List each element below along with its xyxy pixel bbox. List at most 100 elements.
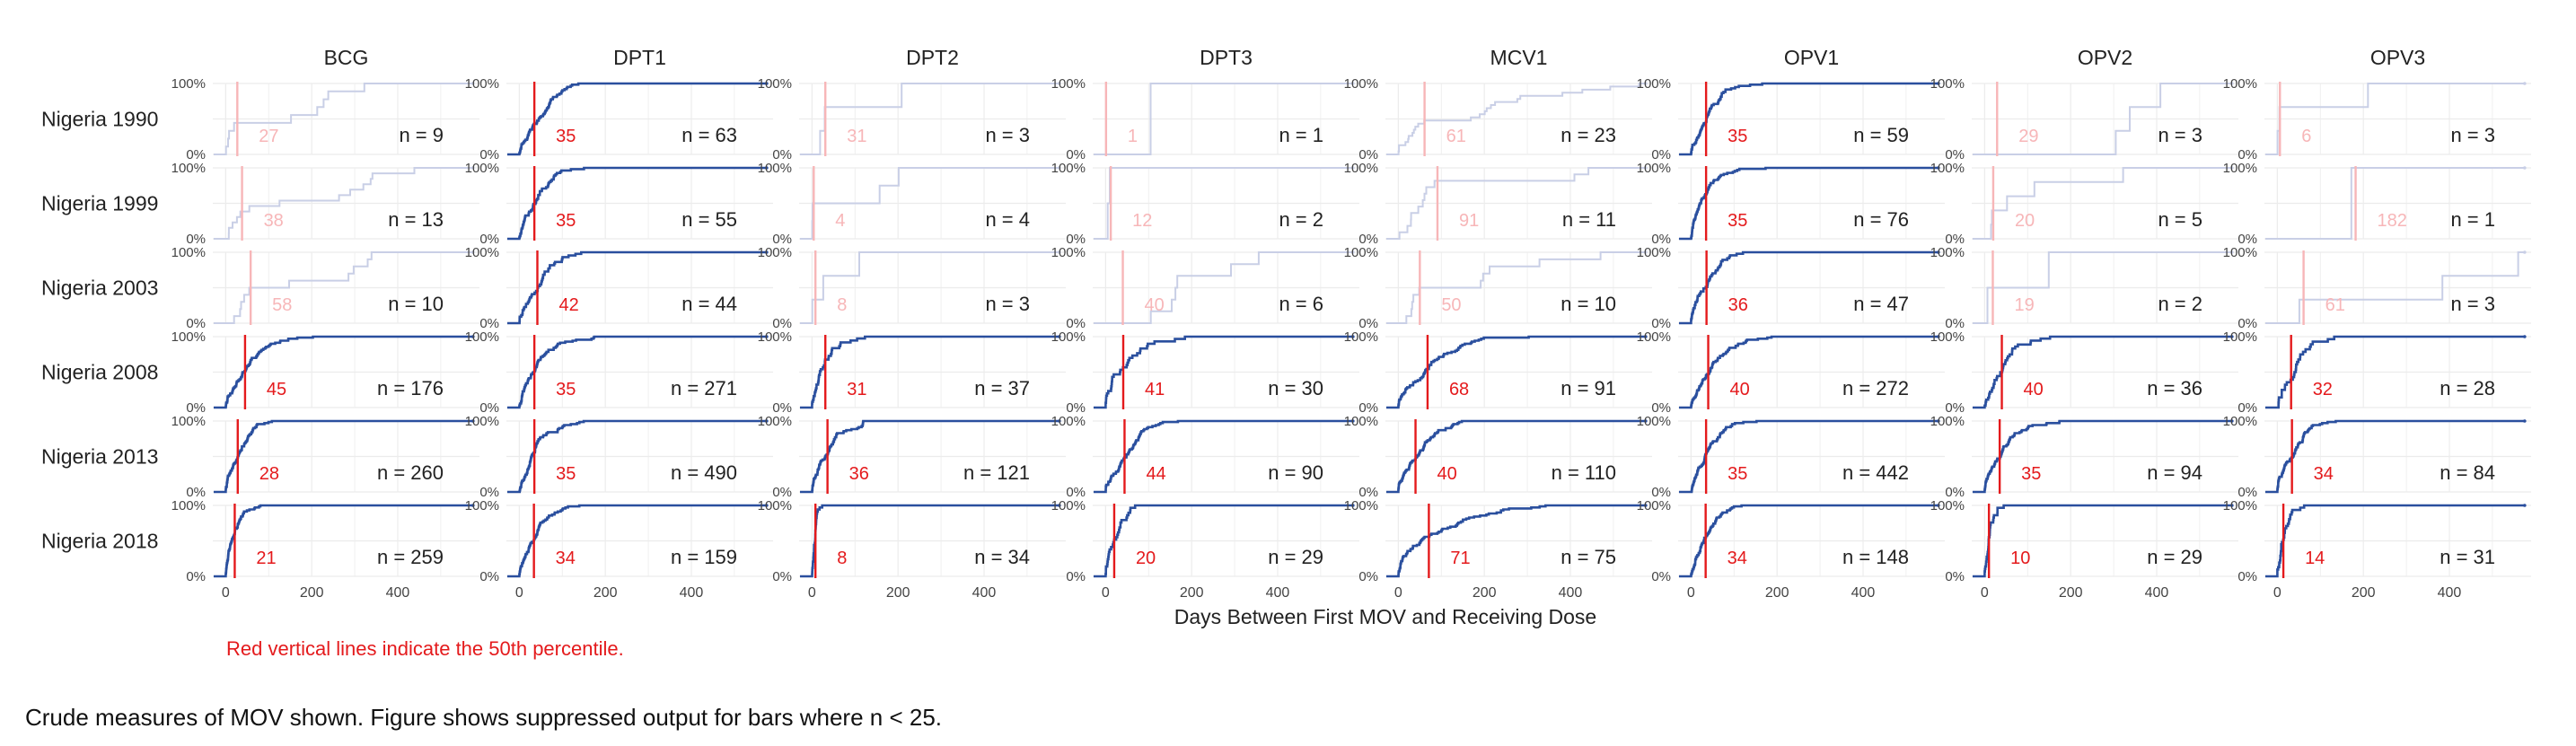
median-label: 8 [837,549,847,568]
panel-bcg-1999: 0% 100% 38 n = 13 [171,161,479,247]
y-tick-label: 0% [479,316,499,331]
y-tick-label: 100% [1344,76,1378,92]
median-label: 28 [259,464,279,484]
y-tick-label: 100% [1637,161,1671,176]
median-label: 42 [558,295,578,315]
y-tick-label: 0% [1066,316,1086,331]
median-label: 32 [2313,380,2333,399]
n-label: n = 34 [974,546,1030,568]
panel-dpt3-2018: 0% 100% 0 200 400 20 n = 29 [1051,498,1359,601]
n-label: n = 30 [1268,377,1323,399]
y-tick-label: 0% [1651,232,1671,247]
y-tick-label: 100% [1637,329,1671,345]
vaccine-title-opv1: OPV1 [1784,46,1839,69]
panel-dpt2-1990: 0% 100% 31 n = 3 [758,76,1066,162]
cdf-end-point [765,419,769,423]
cdf-line [1094,419,1353,494]
median-label: 8 [837,295,847,315]
panel-mcv1-2013: 0% 100% 40 n = 110 [1344,414,1652,500]
cdf-end-point [1644,250,1648,254]
median-label: 21 [256,549,276,568]
cdf-line [800,419,1059,494]
y-tick-label: 0% [1651,316,1671,331]
cdf-end-point [2523,166,2527,170]
n-label: n = 3 [2450,124,2495,146]
n-label: n = 3 [2450,293,2495,315]
cdf-line [214,251,473,324]
median-label: 20 [2015,211,2035,231]
y-tick-label: 0% [479,400,499,416]
panel-dpt3-2013: 0% 100% 44 n = 90 [1051,414,1359,500]
panel-bcg-2003: 0% 100% 58 n = 10 [171,245,479,331]
n-label: n = 1 [1279,124,1323,146]
median-label: 40 [1145,295,1165,315]
n-label: n = 47 [1853,293,1909,315]
y-tick-label: 100% [171,76,206,92]
n-label: n = 75 [1561,546,1616,568]
y-tick-label: 0% [1651,400,1671,416]
cdf-end-point [1351,419,1355,423]
cdf-line [1094,251,1353,324]
panel-dpt2-2008: 0% 100% 31 n = 37 [758,329,1066,416]
median-label: 45 [267,380,286,399]
cdf-end-point [1351,250,1355,254]
n-label: n = 259 [377,546,444,568]
median-label: 50 [1441,295,1461,315]
y-tick-label: 100% [1344,498,1378,513]
survey-label-2018: Nigeria 2018 [41,530,158,553]
cdf-end-point [1644,419,1648,423]
vaccine-titles: BCG DPT1 DPT2 DPT3 MCV1 OPV1 OPV2 OPV3 [324,46,2426,69]
cdf-end-point [471,82,475,85]
y-tick-label: 100% [171,161,206,176]
vaccine-title-bcg: BCG [324,46,369,69]
y-tick-label: 0% [1945,485,1965,500]
y-tick-label: 100% [465,245,499,260]
median-label: 40 [1730,380,1750,399]
cdf-line [1386,167,1646,240]
cdf-line [1973,83,2232,155]
x-tick-label: 200 [1180,585,1204,601]
n-label: n = 10 [388,293,444,315]
panel-dpt3-1999: 0% 100% 12 n = 2 [1051,161,1359,247]
panel-dpt2-2003: 0% 100% 8 n = 3 [758,245,1066,331]
y-tick-label: 100% [758,498,792,513]
y-tick-label: 100% [1930,498,1965,513]
y-tick-label: 100% [758,414,792,429]
cdf-line [2265,419,2525,494]
y-tick-label: 100% [1930,76,1965,92]
cdf-end-point [1644,166,1648,170]
n-label: n = 121 [963,461,1030,484]
n-label: n = 442 [1842,461,1909,484]
survey-label-2008: Nigeria 2008 [41,361,158,384]
y-tick-label: 0% [1358,147,1378,162]
y-tick-label: 0% [2238,147,2257,162]
panel-opv3-2003: 0% 100% 61 n = 3 [2223,245,2531,331]
n-label: n = 29 [2147,546,2202,568]
n-label: n = 36 [2147,377,2202,399]
x-tick-label: 200 [2059,585,2083,601]
n-label: n = 5 [2158,208,2202,231]
n-label: n = 23 [1561,124,1616,146]
survey-labels: Nigeria 1990 Nigeria 1999 Nigeria 2003 Nige… [41,108,158,553]
x-tick-label: 400 [680,585,704,601]
panel-opv3-2018: 0% 100% 0 200 400 14 n = 31 [2223,498,2531,601]
y-tick-label: 0% [186,400,206,416]
median-label: 68 [1449,380,1469,399]
n-label: n = 63 [681,124,737,146]
median-label: 61 [1446,127,1466,146]
panel-opv3-2008: 0% 100% 32 n = 28 [2223,329,2531,416]
n-label: n = 6 [1279,293,1323,315]
y-tick-label: 0% [186,569,206,584]
median-label: 36 [1728,295,1748,315]
cdf-end-point [1937,250,1940,254]
y-tick-label: 0% [1945,316,1965,331]
x-tick-label: 400 [1266,585,1290,601]
cdf-end-point [1351,82,1355,85]
cdf-line [214,335,473,409]
vaccine-title-dpt3: DPT3 [1200,46,1253,69]
n-label: n = 90 [1268,461,1323,484]
y-tick-label: 100% [2223,414,2257,429]
n-label: n = 28 [2440,377,2495,399]
n-label: n = 13 [388,208,444,231]
